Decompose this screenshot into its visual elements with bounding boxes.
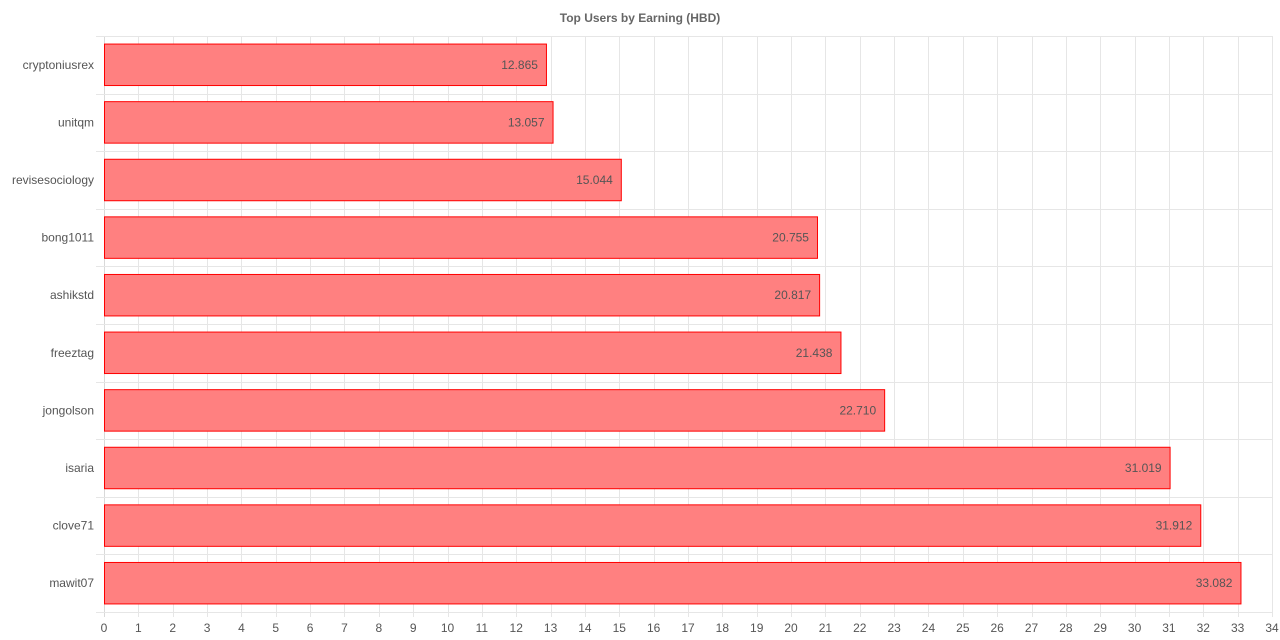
bar-isaria — [104, 446, 1171, 490]
x-tick-label: 2 — [169, 621, 176, 635]
category-label: mawit07 — [49, 576, 94, 590]
x-tick-label: 31 — [1162, 621, 1176, 635]
x-tick-label: 11 — [476, 621, 489, 635]
category-label: freeztag — [51, 346, 94, 360]
x-tick-label: 16 — [647, 621, 661, 635]
x-tick-label: 12 — [510, 621, 524, 635]
chart-title: Top Users by Earning (HBD) — [560, 11, 720, 25]
x-tick-label: 3 — [204, 621, 211, 635]
category-label: clove71 — [53, 519, 95, 533]
x-tick-label: 6 — [307, 621, 314, 635]
x-tick-label: 9 — [410, 621, 417, 635]
bar-unitqm — [104, 101, 554, 144]
bar-jongolson — [104, 389, 886, 432]
bar-freeztag — [104, 331, 842, 375]
category-label: revisesociology — [12, 173, 94, 187]
x-tick-label: 24 — [922, 621, 936, 635]
x-tick-label: 7 — [341, 621, 348, 635]
x-tick-label: 18 — [716, 621, 730, 635]
x-axis-tick-labels: 0 1 2 3 4 5 6 7 8 9 10 11 12 13 14 15 16 17 18 19 20 21 22 23 24… — [101, 621, 1279, 635]
x-tick-label: 33 — [1231, 621, 1245, 635]
x-tick-label: 20 — [784, 621, 798, 635]
x-tick-label: 34 — [1265, 621, 1279, 635]
value-label: 21.438 — [796, 346, 833, 360]
x-tick-label: 27 — [1025, 621, 1039, 635]
category-label: unitqm — [58, 115, 94, 129]
x-tick-label: 4 — [238, 621, 245, 635]
bar-cryptoniusrex — [104, 43, 547, 87]
x-tick-label: 19 — [750, 621, 764, 635]
bar-ashikstd — [104, 273, 821, 317]
x-tick-label: 0 — [101, 621, 108, 635]
bar-clove71 — [104, 504, 1202, 547]
category-label: jongolson — [42, 403, 94, 417]
x-tick-label: 22 — [853, 621, 867, 635]
x-tick-label: 13 — [544, 621, 558, 635]
x-tick-label: 14 — [578, 621, 592, 635]
x-tick-label: 17 — [681, 621, 695, 635]
value-label: 22.710 — [839, 403, 876, 417]
value-label: 13.057 — [508, 115, 545, 129]
bar-revisesociology — [104, 158, 622, 202]
x-tick-label: 26 — [990, 621, 1004, 635]
value-label: 12.865 — [501, 58, 538, 72]
x-tick-label: 1 — [135, 621, 142, 635]
value-label: 31.019 — [1125, 461, 1162, 475]
value-label: 20.817 — [774, 288, 811, 302]
x-tick-label: 23 — [887, 621, 901, 635]
category-label: bong1011 — [42, 231, 95, 245]
value-label: 33.082 — [1196, 576, 1233, 590]
bar-bong1011 — [104, 216, 818, 259]
value-label: 15.044 — [576, 173, 613, 187]
value-labels: 12.865 13.057 15.044 20.755 20.817 21.438 22.7… — [501, 58, 1233, 590]
category-label: ashikstd — [50, 288, 94, 302]
category-label: cryptoniusrex — [23, 58, 94, 72]
value-label: 31.912 — [1156, 519, 1193, 533]
category-labels: cryptoniusrex unitqm revisesociology bong10… — [12, 58, 94, 590]
x-tick-label: 10 — [441, 621, 455, 635]
x-tick-label: 21 — [819, 621, 833, 635]
x-tick-label: 5 — [272, 621, 279, 635]
x-tick-label: 29 — [1094, 621, 1108, 635]
value-label: 20.755 — [772, 231, 809, 245]
x-tick-label: 32 — [1197, 621, 1211, 635]
x-tick-label: 8 — [375, 621, 382, 635]
x-tick-label: 25 — [956, 621, 970, 635]
x-tick-label: 30 — [1128, 621, 1142, 635]
category-label: isaria — [65, 461, 94, 475]
x-tick-label: 28 — [1059, 621, 1073, 635]
bars — [104, 43, 1242, 605]
x-tick-label: 15 — [613, 621, 627, 635]
bar-mawit07 — [104, 561, 1242, 605]
